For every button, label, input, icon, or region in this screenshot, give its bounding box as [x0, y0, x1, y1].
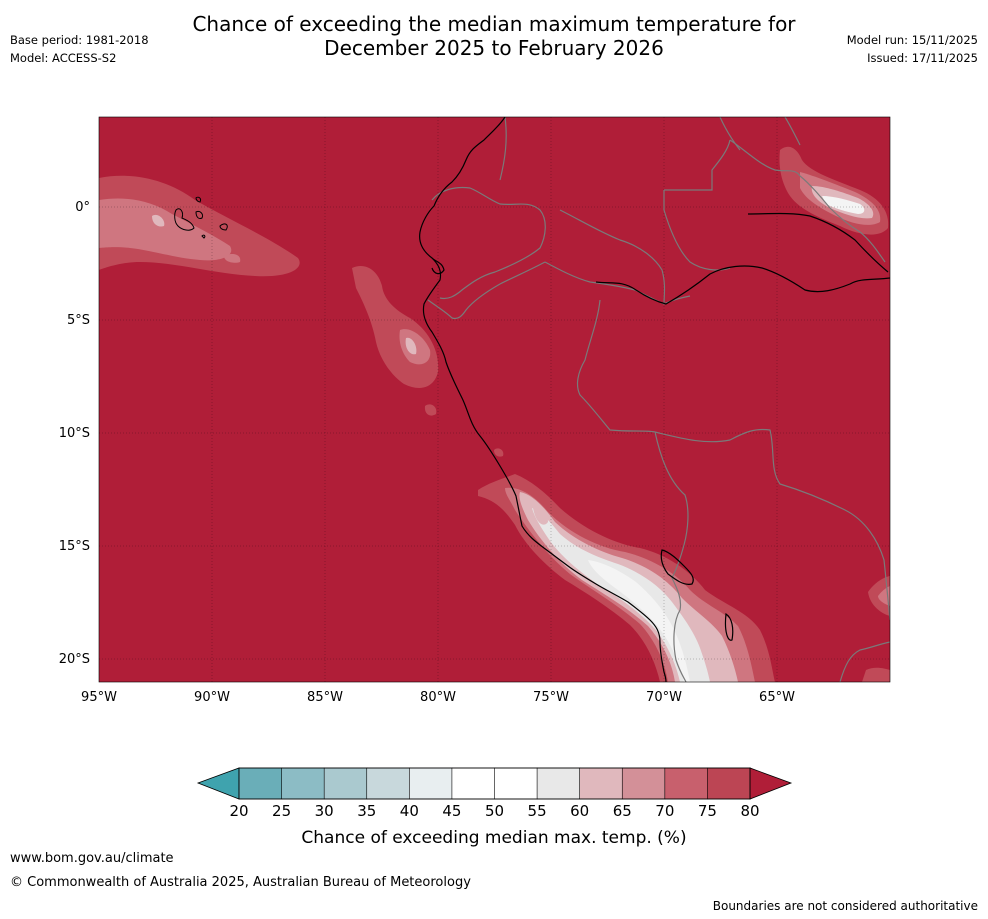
- colorbar-bin-45-50: [451, 767, 496, 800]
- lon-label-95w: 95°W: [81, 690, 117, 705]
- lat-label-10s: 10°S: [59, 426, 90, 441]
- chart-title: Chance of exceeding the median maximum t…: [0, 12, 988, 60]
- colorbar-tick-50: 50: [485, 802, 504, 820]
- contour-65-galapagos: [152, 214, 165, 227]
- footer-note: Boundaries are not considered authoritat…: [712, 899, 978, 913]
- coastline-gulf-guayaquil: [431, 257, 445, 275]
- colorbar-bin-55-60: [536, 767, 581, 800]
- island-santa-cruz: [195, 211, 203, 219]
- contour-65-andes-spot: [533, 506, 548, 525]
- colorbar-title: Chance of exceeding median max. temp. (%…: [301, 828, 686, 848]
- island-genovesa: [195, 196, 201, 203]
- lat-label-0: 0°: [75, 200, 90, 215]
- border-colombia-ecuador: [431, 186, 546, 300]
- galapagos-islands: [174, 196, 228, 239]
- lat-label-15s: 15°S: [59, 539, 90, 554]
- lon-label-70w: 70°W: [646, 690, 682, 705]
- colorbar-bin-30-35: [323, 767, 368, 800]
- border-peru-brazil: [576, 299, 656, 433]
- contour-70-galapagos-2: [224, 254, 241, 263]
- contour-60-andes: [532, 508, 710, 682]
- graticule: [99, 117, 890, 682]
- footer-copyright: © Commonwealth of Australia 2025, Austra…: [10, 875, 471, 890]
- border-brazil-guianas: [799, 175, 886, 263]
- contour-55-andes: [588, 560, 690, 682]
- map-frame: [98, 116, 891, 683]
- coastline-amazon-river: [595, 265, 890, 305]
- lat-label-20s: 20°S: [59, 652, 90, 667]
- colorbar-tick-35: 35: [357, 802, 376, 820]
- colorbar-bin-25-30: [281, 767, 325, 800]
- footer-url[interactable]: www.bom.gov.au/climate: [10, 851, 174, 866]
- border-colombia-venezuela: [499, 117, 666, 305]
- colorbar-tick-75: 75: [698, 802, 717, 820]
- colorbar-tick-70: 70: [655, 802, 674, 820]
- model-run: Model run: 15/11/2025: [846, 33, 978, 47]
- coastline-lake-poopo: [724, 612, 734, 641]
- contour-75-small-2: [494, 448, 504, 457]
- colorbar-frame: [238, 767, 751, 800]
- lat-label-5s: 5°S: [67, 313, 90, 328]
- island-isabela: [174, 208, 195, 231]
- contour-75-galapagos: [99, 175, 300, 277]
- colorbar-bin-20-25: [238, 767, 283, 800]
- meta-right: Model run: 15/11/2025 Issued: 17/11/2025: [847, 31, 978, 67]
- title-line-1: Chance of exceeding the median maximum t…: [192, 12, 796, 36]
- colorbar-bin-60-65: [579, 767, 624, 800]
- colorbar: 20 25 30 35 40 45 50 55 60 65 70 75 80 Chance of exc…: [196, 767, 793, 848]
- colorbar-bin-50-55: [494, 767, 538, 800]
- border-bolivia-chile: [839, 641, 890, 682]
- colorbar-low-arrow: [196, 767, 240, 800]
- colorbar-tick-30: 30: [315, 802, 334, 820]
- issued-date: Issued: 17/11/2025: [867, 51, 978, 65]
- meta-left: Base period: 1981-2018 Model: ACCESS-S2: [10, 31, 149, 67]
- colorbar-tick-40: 40: [400, 802, 419, 820]
- colorbar-bin-75-80: [707, 767, 751, 800]
- contour-75-small: [424, 404, 437, 416]
- border-bolivia-brazil: [654, 428, 890, 621]
- coastline-lake-titicaca: [660, 549, 694, 585]
- lon-label-80w: 80°W: [420, 690, 456, 705]
- colorbar-tick-65: 65: [613, 802, 632, 820]
- colorbar-bin-40-45: [409, 767, 453, 800]
- coastline-amazon-north: [747, 212, 889, 273]
- base-period: Base period: 1981-2018: [10, 33, 149, 47]
- border-peru-bolivia: [654, 431, 689, 682]
- colorbar-high-arrow: [749, 767, 793, 800]
- country-borders: [427, 117, 890, 682]
- colorbar-tick-20: 20: [229, 802, 248, 820]
- contour-75-chile: [862, 667, 890, 682]
- border-ecuador-peru: [427, 261, 546, 320]
- island-espanola: [201, 234, 206, 239]
- lon-label-75w: 75°W: [533, 690, 569, 705]
- border-brazil-east: [719, 117, 801, 151]
- colorbar-ticks: 20 25 30 35 40 45 50 55 60 65 70 75 80: [229, 802, 759, 820]
- contour-70-galapagos: [99, 198, 232, 261]
- colorbar-tick-60: 60: [570, 802, 589, 820]
- island-san-cristobal: [219, 223, 228, 231]
- contour-65-peru-offshore: [405, 337, 417, 355]
- colorbar-bins: [238, 767, 751, 800]
- coastlines: [419, 117, 890, 682]
- lon-label-65w: 65°W: [759, 690, 795, 705]
- colorbar-tick-45: 45: [442, 802, 461, 820]
- probability-contours: [99, 146, 890, 682]
- colorbar-tick-55: 55: [528, 802, 547, 820]
- border-venezuela-guyana: [664, 139, 801, 191]
- colorbar-tick-80: 80: [740, 802, 759, 820]
- map-area: [99, 117, 890, 682]
- model-name: Model: ACCESS-S2: [10, 51, 117, 65]
- lon-label-90w: 90°W: [194, 690, 230, 705]
- colorbar-bin-70-75: [664, 767, 709, 800]
- lon-label-85w: 85°W: [307, 690, 343, 705]
- colorbar-tick-25: 25: [272, 802, 291, 820]
- colorbar-bin-65-70: [621, 767, 666, 800]
- title-line-2: December 2025 to February 2026: [324, 36, 664, 60]
- coastline-pacific: [419, 117, 667, 682]
- colorbar-bin-35-40: [366, 767, 411, 800]
- contour-55-guianas: [822, 196, 865, 214]
